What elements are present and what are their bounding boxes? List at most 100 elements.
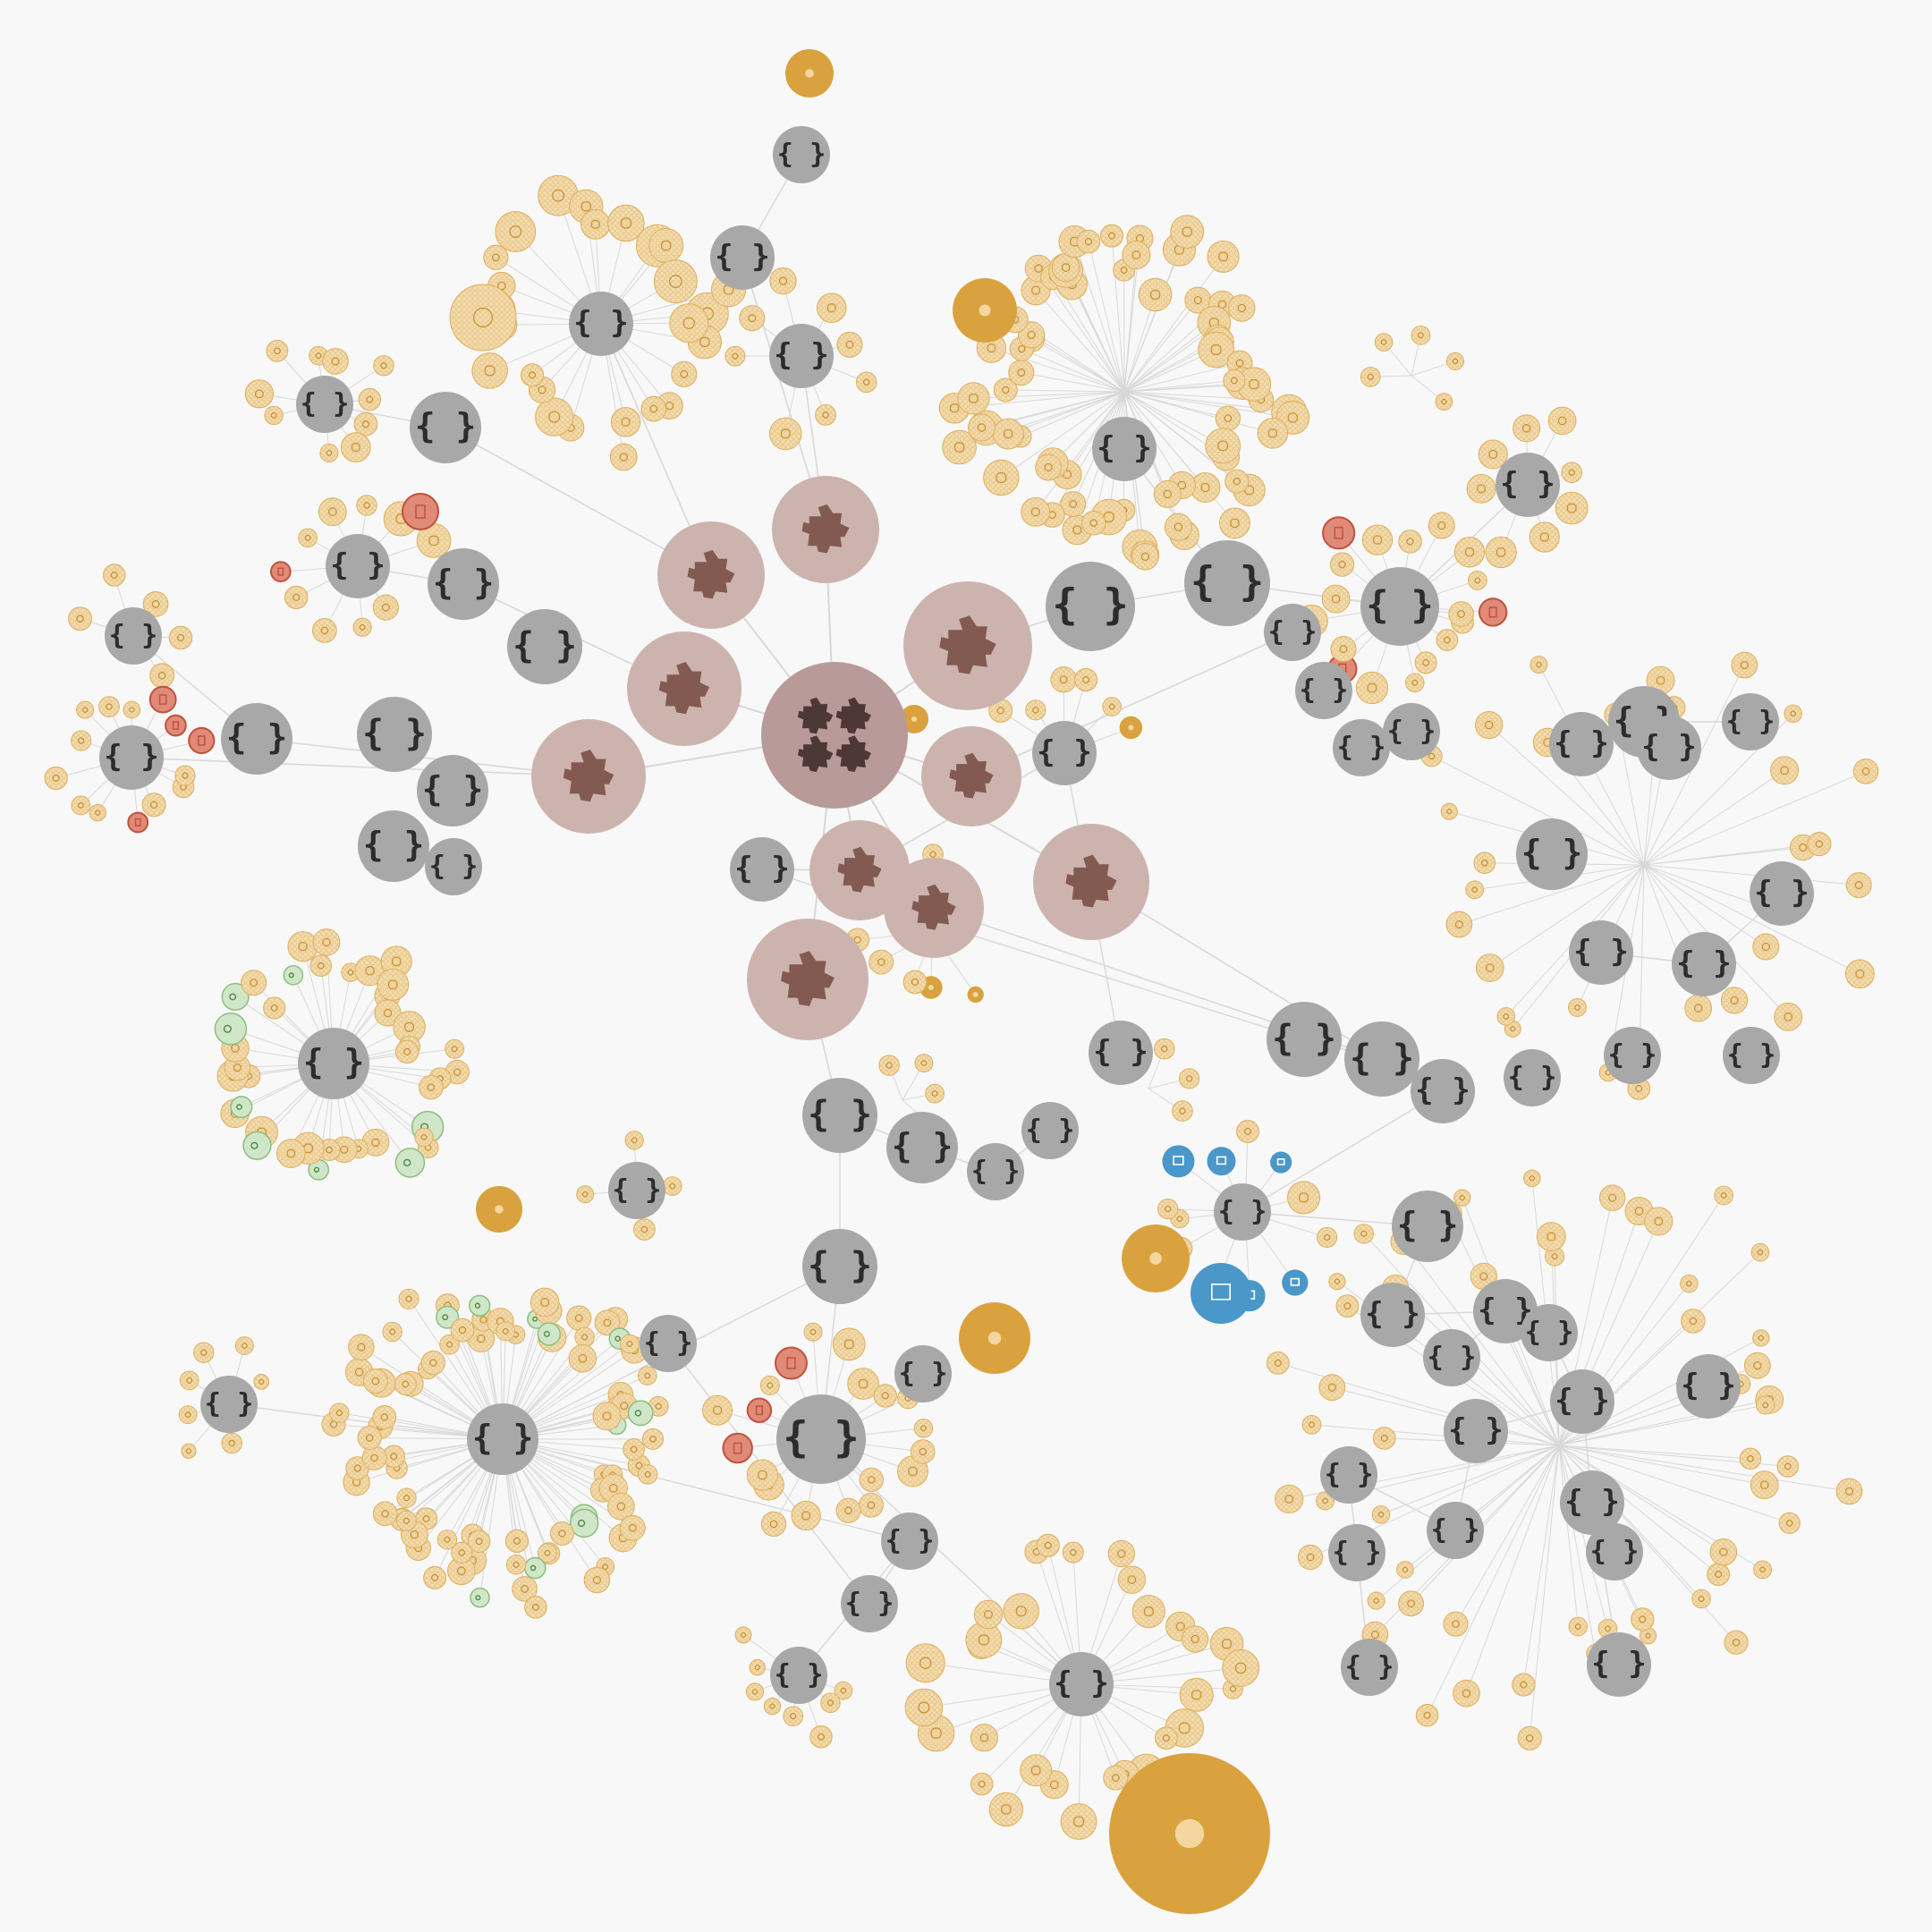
module-node[interactable]: { } xyxy=(1341,1639,1398,1696)
file-file-node[interactable] xyxy=(1003,1593,1039,1630)
file-file-node[interactable] xyxy=(221,1432,243,1454)
file-file-node[interactable] xyxy=(1316,1491,1335,1511)
file-file-node[interactable] xyxy=(724,345,746,367)
file-file-node[interactable] xyxy=(89,803,106,822)
file-file-node[interactable] xyxy=(1353,1224,1375,1244)
file-file-node[interactable] xyxy=(1530,656,1548,674)
file-file-node[interactable] xyxy=(1731,651,1758,679)
file-file-node[interactable] xyxy=(803,1322,823,1342)
file-file-node[interactable] xyxy=(141,792,166,818)
file-file-node[interactable] xyxy=(436,1530,458,1550)
file-file-node[interactable] xyxy=(662,1176,682,1196)
file-file-node[interactable] xyxy=(988,1792,1024,1827)
file-file-node[interactable] xyxy=(633,1218,656,1241)
module-node[interactable]: { } xyxy=(1604,1027,1661,1084)
test-file-node[interactable] xyxy=(775,1346,809,1380)
file-file-node[interactable] xyxy=(103,564,126,587)
config-file-node[interactable] xyxy=(221,982,250,1012)
file-file-node[interactable] xyxy=(1172,1100,1193,1122)
module-node[interactable]: { } xyxy=(1328,1524,1385,1581)
file-file-node[interactable] xyxy=(993,377,1018,402)
file-file-node[interactable] xyxy=(181,1443,197,1459)
file-file-node[interactable] xyxy=(925,1083,945,1104)
file-file-node[interactable] xyxy=(1436,629,1459,651)
test-file-node[interactable] xyxy=(1322,516,1356,550)
module-node[interactable]: { } xyxy=(1032,721,1097,785)
file-file-node[interactable] xyxy=(1739,1447,1762,1470)
config-file-node[interactable] xyxy=(214,1013,248,1046)
file-file-node[interactable] xyxy=(311,618,337,643)
config-file-node[interactable] xyxy=(569,1508,599,1538)
file-file-node[interactable] xyxy=(1561,462,1582,483)
file-file-node[interactable] xyxy=(1475,953,1504,982)
file-file-node[interactable] xyxy=(1448,601,1474,627)
file-file-node[interactable] xyxy=(820,1692,841,1713)
config-file-node[interactable] xyxy=(436,1305,460,1329)
module-node[interactable]: { } xyxy=(894,1345,952,1402)
file-file-node[interactable] xyxy=(372,1501,398,1527)
module-node[interactable]: { } xyxy=(298,1028,369,1099)
file-file-node[interactable] xyxy=(669,303,709,343)
file-file-node[interactable] xyxy=(1411,325,1431,345)
file-file-node[interactable] xyxy=(1750,1470,1779,1500)
module-node[interactable]: { } xyxy=(1587,1632,1651,1697)
file-file-node[interactable] xyxy=(414,1127,434,1148)
file-file-node[interactable] xyxy=(1720,987,1749,1014)
file-file-node[interactable] xyxy=(1512,1673,1536,1697)
module-node[interactable]: { } xyxy=(1569,920,1633,985)
file-file-node[interactable] xyxy=(834,1681,853,1700)
file-file-node[interactable] xyxy=(1008,359,1035,386)
module-node[interactable]: { } xyxy=(608,1162,665,1219)
file-file-node[interactable] xyxy=(858,1492,884,1518)
file-file-node[interactable] xyxy=(1440,802,1458,820)
module-node[interactable]: { } xyxy=(1092,417,1157,481)
module-node[interactable]: { } xyxy=(1046,562,1135,651)
file-file-node[interactable] xyxy=(1496,1007,1516,1026)
module-node[interactable]: { } xyxy=(467,1403,538,1475)
package-node[interactable] xyxy=(884,858,984,958)
file-file-node[interactable] xyxy=(1398,530,1422,554)
file-file-node[interactable] xyxy=(1371,1504,1391,1524)
package-node[interactable] xyxy=(627,631,741,746)
asset-file-node[interactable] xyxy=(1162,1145,1195,1178)
file-file-node[interactable] xyxy=(266,340,289,362)
file-file-node[interactable] xyxy=(815,404,836,426)
file-file-node[interactable] xyxy=(1297,1544,1324,1571)
file-file-node[interactable] xyxy=(68,606,92,631)
file-file-node[interactable] xyxy=(641,1428,665,1450)
module-node[interactable]: { } xyxy=(1560,1470,1624,1535)
module-node[interactable]: { } xyxy=(1516,818,1588,890)
file-file-node[interactable] xyxy=(1215,405,1241,431)
file-file-node[interactable] xyxy=(483,244,509,270)
file-file-node[interactable] xyxy=(1219,507,1250,539)
test-file-node[interactable] xyxy=(402,493,439,530)
file-file-node[interactable] xyxy=(1517,1725,1542,1751)
asset-file-node[interactable] xyxy=(1270,1151,1292,1174)
module-node[interactable]: { } xyxy=(776,1394,866,1484)
file-file-node[interactable] xyxy=(1321,584,1351,614)
file-file-node[interactable] xyxy=(1453,537,1486,568)
file-file-node[interactable] xyxy=(445,1038,465,1059)
file-file-node[interactable] xyxy=(817,292,847,324)
file-file-node[interactable] xyxy=(566,1305,592,1331)
module-node[interactable]: { } xyxy=(200,1376,258,1433)
file-file-node[interactable] xyxy=(420,1350,446,1376)
file-file-node[interactable] xyxy=(1164,513,1193,541)
file-file-node[interactable] xyxy=(382,1445,405,1468)
selected-file-node[interactable] xyxy=(785,49,834,97)
file-file-node[interactable] xyxy=(1372,1427,1396,1450)
file-file-node[interactable] xyxy=(1835,1478,1863,1505)
file-file-node[interactable] xyxy=(1852,758,1879,784)
file-file-node[interactable] xyxy=(372,1404,397,1429)
file-file-node[interactable] xyxy=(1287,1181,1321,1215)
file-file-node[interactable] xyxy=(580,209,611,240)
test-file-node[interactable] xyxy=(269,561,292,582)
file-file-node[interactable] xyxy=(149,663,175,689)
file-file-node[interactable] xyxy=(1103,1765,1129,1791)
config-file-node[interactable] xyxy=(394,1148,426,1178)
file-file-node[interactable] xyxy=(450,1318,475,1343)
file-file-node[interactable] xyxy=(1025,699,1046,721)
file-file-node[interactable] xyxy=(396,1487,417,1508)
file-file-node[interactable] xyxy=(1266,1351,1290,1375)
file-file-node[interactable] xyxy=(1223,369,1246,393)
